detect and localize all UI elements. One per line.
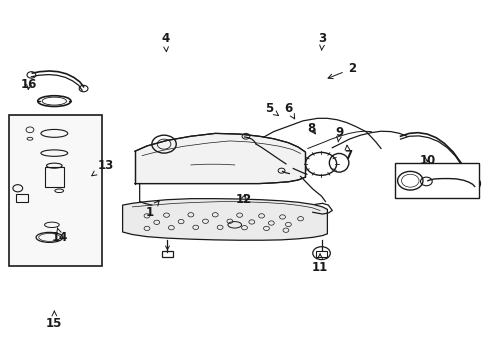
Text: 11: 11 xyxy=(311,254,327,274)
Text: 12: 12 xyxy=(235,193,251,206)
Text: 8: 8 xyxy=(306,122,315,135)
Text: 4: 4 xyxy=(161,32,169,51)
Polygon shape xyxy=(135,134,305,184)
Text: 3: 3 xyxy=(318,32,326,50)
Text: 16: 16 xyxy=(21,78,37,91)
Polygon shape xyxy=(122,199,327,240)
Bar xyxy=(16,194,28,202)
Text: 10: 10 xyxy=(418,154,435,167)
Text: 2: 2 xyxy=(327,62,355,78)
FancyBboxPatch shape xyxy=(9,116,102,266)
Text: 6: 6 xyxy=(284,102,294,119)
Bar xyxy=(316,251,326,257)
Text: 9: 9 xyxy=(335,126,343,142)
Bar xyxy=(44,167,64,187)
FancyBboxPatch shape xyxy=(394,163,478,198)
Text: 5: 5 xyxy=(264,102,278,116)
Bar xyxy=(161,251,173,257)
Text: 1: 1 xyxy=(145,201,159,219)
Text: 14: 14 xyxy=(52,228,68,244)
Text: 13: 13 xyxy=(92,159,113,176)
Text: 15: 15 xyxy=(46,311,62,330)
Text: 7: 7 xyxy=(343,145,351,162)
